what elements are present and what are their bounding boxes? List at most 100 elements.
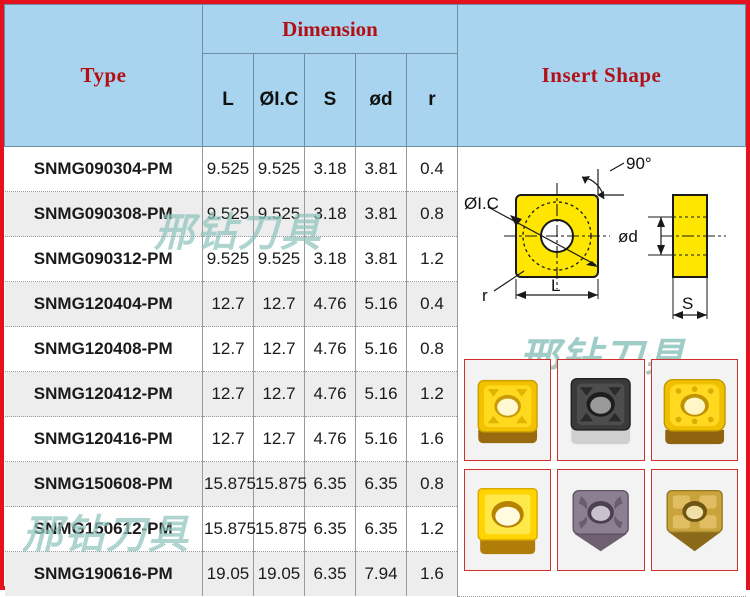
gold-wiper-insert-photo bbox=[650, 359, 738, 461]
header-insert-shape: Insert Shape bbox=[457, 4, 746, 147]
cell-S: 4.76 bbox=[304, 281, 356, 327]
cell-S: 6.35 bbox=[304, 551, 356, 596]
cell-d: 6.35 bbox=[355, 506, 407, 552]
cell-r: 0.8 bbox=[406, 461, 458, 507]
cell-IC: 12.7 bbox=[253, 416, 305, 462]
label-angle: 90° bbox=[626, 154, 652, 173]
insert-technical-drawing: ØI.C 90° r L ød S bbox=[464, 154, 726, 319]
table-body: SNMG090304-PM 9.525 9.525 3.18 3.81 0.4 bbox=[4, 146, 746, 597]
label-d: ød bbox=[618, 227, 638, 246]
cell-d: 5.16 bbox=[355, 326, 407, 372]
cell-type: SNMG120412-PM bbox=[4, 371, 203, 417]
cell-r: 1.2 bbox=[406, 506, 458, 552]
table-row: SNMG120416-PM 12.7 12.7 4.76 5.16 1.6 bbox=[4, 416, 746, 462]
cell-r: 0.4 bbox=[406, 146, 458, 192]
cell-L: 9.525 bbox=[202, 236, 254, 282]
cell-type: SNMG120408-PM bbox=[4, 326, 203, 372]
header-dimension: Dimension bbox=[202, 4, 458, 54]
cell-type: SNMG120416-PM bbox=[4, 416, 203, 462]
cell-S: 3.18 bbox=[304, 236, 356, 282]
cell-type: SNMG120404-PM bbox=[4, 281, 203, 327]
cell-L: 15.875 bbox=[202, 506, 256, 552]
cell-r: 1.2 bbox=[406, 371, 458, 417]
cell-r: 0.8 bbox=[406, 191, 458, 237]
table-row: SNMG120412-PM 12.7 12.7 4.76 5.16 1.2 bbox=[4, 371, 746, 417]
header-sub-IC: ØI.C bbox=[253, 53, 305, 147]
table-row: SNMG120404-PM 12.7 12.7 4.76 5.16 0.4 bbox=[4, 281, 746, 327]
cell-L: 12.7 bbox=[202, 281, 254, 327]
cell-r: 1.6 bbox=[406, 551, 458, 596]
label-L: L bbox=[551, 276, 560, 295]
cell-d: 3.81 bbox=[355, 191, 407, 237]
cell-type: SNMG190616-PM bbox=[4, 551, 203, 596]
shape-panel: ØI.C 90° r L ød S 邢钻刀具 bbox=[458, 147, 743, 587]
label-S: S bbox=[682, 294, 693, 313]
label-r: r bbox=[482, 286, 488, 305]
insert-shape-cell: ØI.C 90° r L ød S 邢钻刀具 bbox=[457, 146, 746, 597]
cell-type: SNMG090308-PM bbox=[4, 191, 203, 237]
photo-row-1 bbox=[464, 359, 738, 461]
cell-IC: 15.875 bbox=[253, 506, 307, 552]
front-view bbox=[487, 162, 625, 299]
cell-type: SNMG150608-PM bbox=[4, 461, 203, 507]
header-sub-d: ød bbox=[355, 53, 407, 147]
photo-row-2 bbox=[464, 469, 738, 571]
cell-L: 9.525 bbox=[202, 146, 254, 192]
cell-r: 1.6 bbox=[406, 416, 458, 462]
cell-r: 0.4 bbox=[406, 281, 458, 327]
side-view bbox=[648, 194, 726, 319]
cell-S: 4.76 bbox=[304, 326, 356, 372]
cell-r: 0.8 bbox=[406, 326, 458, 372]
header-sub-r: r bbox=[406, 53, 458, 147]
cell-d: 3.81 bbox=[355, 146, 407, 192]
cell-S: 6.35 bbox=[304, 461, 356, 507]
cell-IC: 15.875 bbox=[253, 461, 307, 507]
cell-IC: 9.525 bbox=[253, 191, 305, 237]
cell-IC: 12.7 bbox=[253, 281, 305, 327]
cell-IC: 12.7 bbox=[253, 326, 305, 372]
table-row: SNMG120408-PM 12.7 12.7 4.76 5.16 0.8 bbox=[4, 326, 746, 372]
cell-IC: 19.05 bbox=[253, 551, 305, 596]
header-sub-L: L bbox=[202, 53, 254, 147]
cell-L: 15.875 bbox=[202, 461, 256, 507]
yellow-insert-photo bbox=[464, 469, 552, 571]
table-header: Type Dimension Insert Shape L ØI.C S ød … bbox=[4, 4, 746, 147]
cell-L: 12.7 bbox=[202, 416, 254, 462]
cell-IC: 9.525 bbox=[253, 146, 305, 192]
cell-S: 4.76 bbox=[304, 371, 356, 417]
bronze-insert-photo bbox=[650, 469, 738, 571]
black-insert-photo bbox=[557, 359, 645, 461]
insert-spec-table: Type Dimension Insert Shape L ØI.C S ød … bbox=[4, 4, 746, 597]
cell-L: 9.525 bbox=[202, 191, 254, 237]
cell-type: SNMG090312-PM bbox=[4, 236, 203, 282]
cell-r: 1.2 bbox=[406, 236, 458, 282]
cell-IC: 12.7 bbox=[253, 371, 305, 417]
cell-type: SNMG090304-PM bbox=[4, 146, 203, 192]
cell-d: 5.16 bbox=[355, 416, 407, 462]
label-ic: ØI.C bbox=[464, 194, 499, 213]
gold-insert-photo bbox=[464, 359, 552, 461]
cell-S: 3.18 bbox=[304, 191, 356, 237]
cell-IC: 9.525 bbox=[253, 236, 305, 282]
cell-L: 19.05 bbox=[202, 551, 254, 596]
cell-L: 12.7 bbox=[202, 371, 254, 417]
header-type: Type bbox=[4, 4, 203, 147]
header-sub-S: S bbox=[304, 53, 356, 147]
table-row: SNMG090308-PM 9.525 9.525 3.18 3.81 0.8 bbox=[4, 191, 746, 237]
cell-S: 4.76 bbox=[304, 416, 356, 462]
cell-d: 3.81 bbox=[355, 236, 407, 282]
purple-insert-photo bbox=[557, 469, 645, 571]
cell-L: 12.7 bbox=[202, 326, 254, 372]
table-row: SNMG090304-PM 9.525 9.525 3.18 3.81 0.4 bbox=[4, 146, 746, 597]
cell-d: 6.35 bbox=[355, 461, 407, 507]
cell-S: 3.18 bbox=[304, 146, 356, 192]
table-row: SNMG090312-PM 9.525 9.525 3.18 3.81 1.2 bbox=[4, 236, 746, 282]
table-row: SNMG150608-PM 15.875 15.875 6.35 6.35 0.8 bbox=[4, 461, 746, 507]
cell-type: SNMG150612-PM bbox=[4, 506, 203, 552]
cell-d: 5.16 bbox=[355, 281, 407, 327]
table-row: SNMG150612-PM 15.875 15.875 6.35 6.35 1.2 bbox=[4, 506, 746, 552]
cell-d: 5.16 bbox=[355, 371, 407, 417]
table-row: SNMG190616-PM 19.05 19.05 6.35 7.94 1.6 bbox=[4, 551, 746, 596]
cell-d: 7.94 bbox=[355, 551, 407, 596]
